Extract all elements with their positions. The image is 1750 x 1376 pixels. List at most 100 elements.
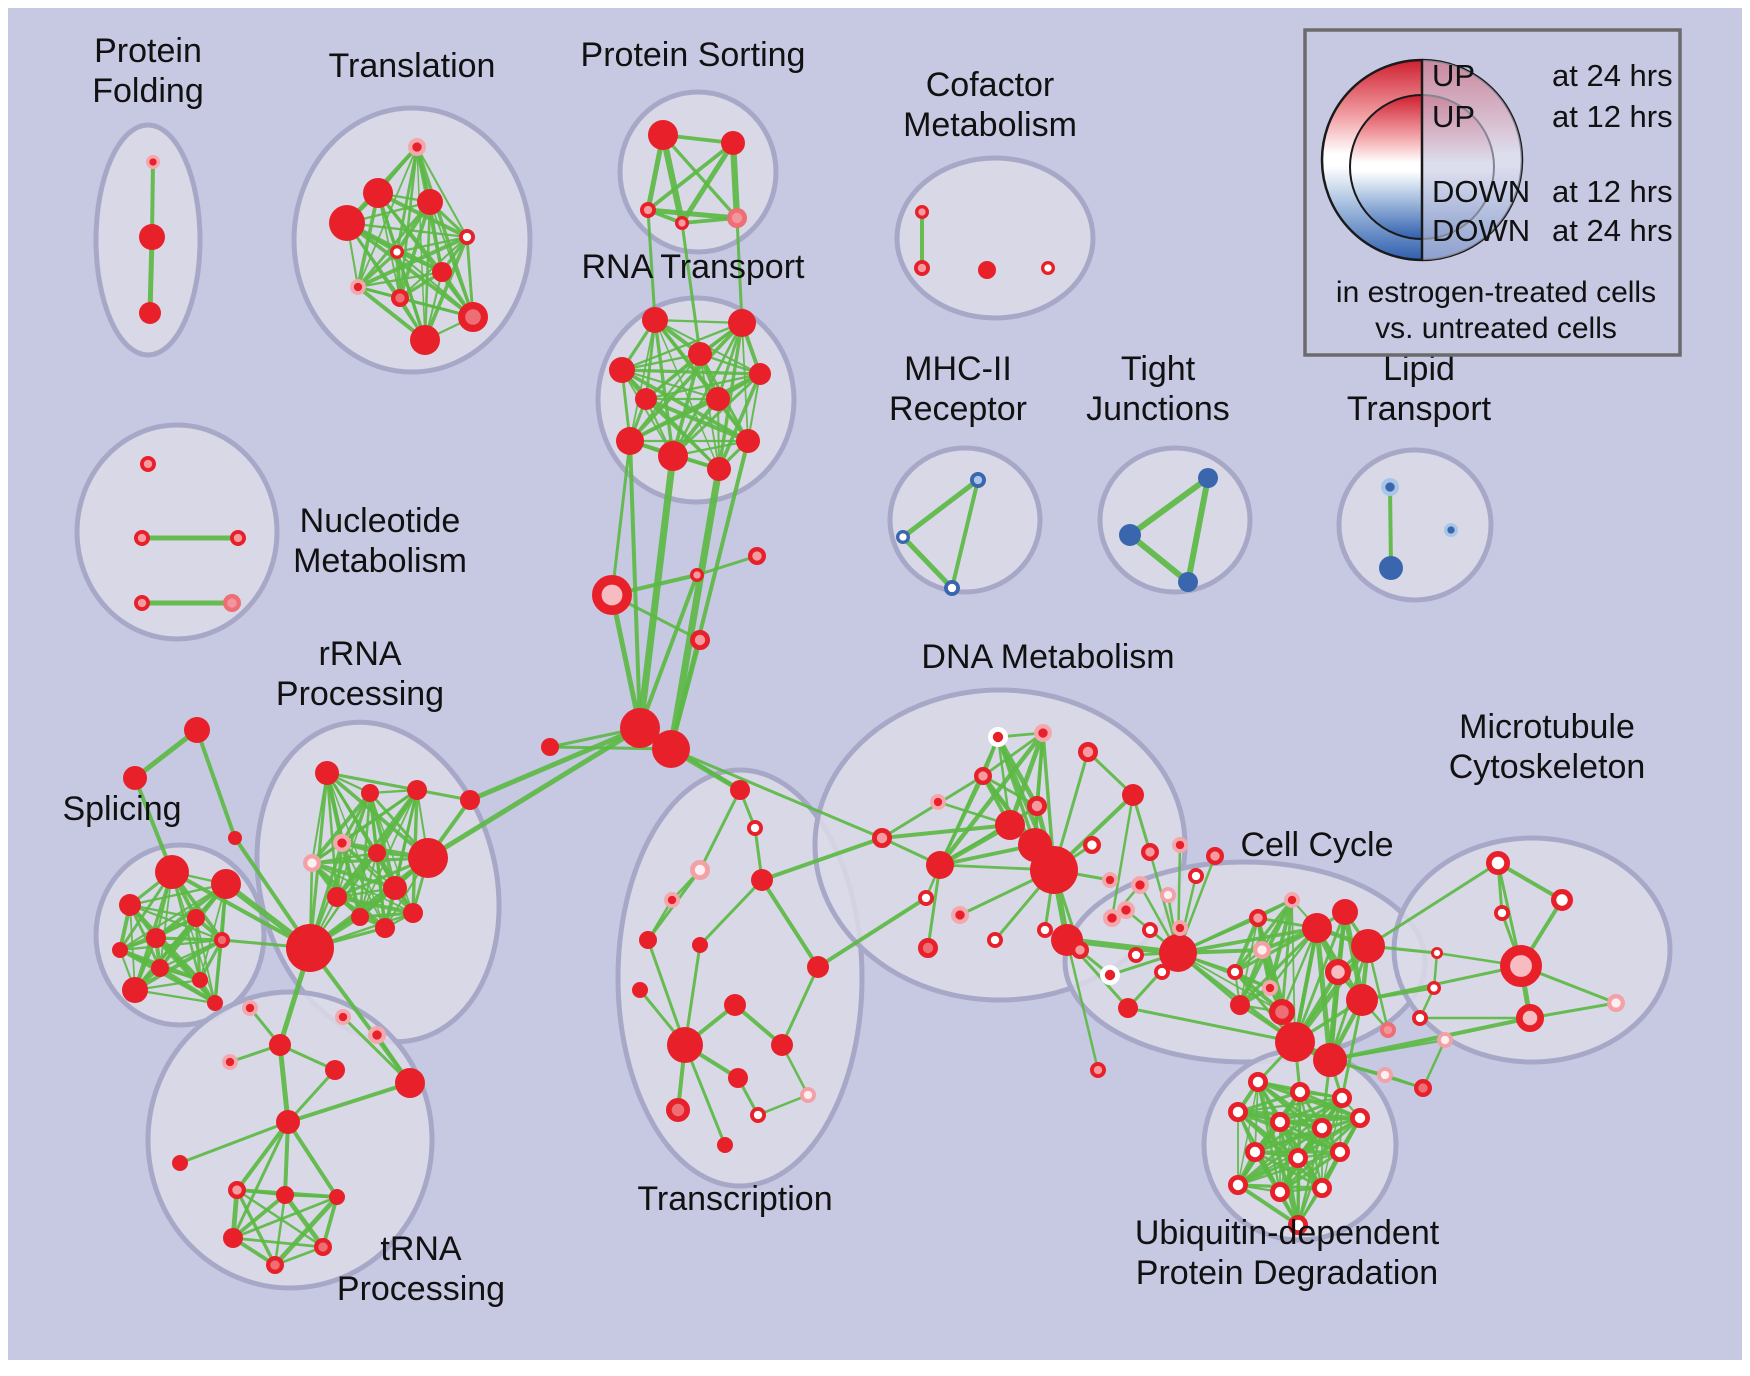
node-tx4 xyxy=(751,869,773,891)
node-cc20 xyxy=(1275,1022,1315,1062)
edge xyxy=(1233,898,1294,974)
node-tx2 xyxy=(746,819,763,836)
node-mt7 xyxy=(1412,1009,1429,1026)
edge xyxy=(395,235,469,254)
node-cc12 xyxy=(1117,900,1136,919)
node-dm1 xyxy=(988,727,1009,748)
edge xyxy=(231,1193,287,1240)
node-tg2 xyxy=(123,766,147,790)
edge xyxy=(1127,532,1191,585)
edge xyxy=(653,318,744,325)
edge xyxy=(653,318,675,458)
edge xyxy=(1293,910,1347,1044)
node-cc11 xyxy=(1131,875,1150,894)
edge xyxy=(1236,1156,1300,1187)
edge xyxy=(128,903,162,970)
edge xyxy=(900,477,981,540)
node-sp4 xyxy=(187,909,205,927)
edge xyxy=(273,1193,287,1267)
node-tr4 xyxy=(329,205,365,241)
edge xyxy=(900,534,955,591)
node-ccm4 xyxy=(1227,963,1244,980)
node-ub13 xyxy=(1312,1178,1333,1199)
node-tx1 xyxy=(730,780,750,800)
cluster-ubiquitin-dependent-protein-degradation-label: Protein Degradation xyxy=(1136,1254,1438,1292)
node-dm14 xyxy=(917,889,934,906)
legend-row-0-direction: UP xyxy=(1432,58,1475,93)
node-layer xyxy=(112,120,1626,1275)
node-tr1 xyxy=(408,138,427,157)
legend-row-2-direction: DOWN xyxy=(1432,174,1530,209)
node-nm1 xyxy=(139,456,156,473)
node-rr8 xyxy=(383,876,407,900)
node-hb5 xyxy=(620,708,660,748)
edge xyxy=(356,235,469,289)
node-hb1 xyxy=(689,567,704,582)
cluster-protein-sorting-label: Protein Sorting xyxy=(581,36,806,74)
cluster-cofactor-metabolism-label: Metabolism xyxy=(903,106,1077,144)
node-hb3 xyxy=(591,574,632,615)
edge xyxy=(398,200,432,300)
node-tn10 xyxy=(276,1186,294,1204)
node-rr5 xyxy=(303,853,322,872)
edge xyxy=(638,573,699,730)
edge xyxy=(308,946,412,1085)
edge xyxy=(128,903,224,942)
node-dm2 xyxy=(1034,723,1053,742)
node-rt4 xyxy=(688,342,712,366)
node-hb6 xyxy=(652,730,690,768)
edge xyxy=(644,397,721,471)
node-ccH xyxy=(1159,934,1197,972)
node-mh3 xyxy=(943,579,960,596)
node-dm7 xyxy=(1027,796,1048,817)
node-cc22 xyxy=(1118,998,1138,1018)
edge xyxy=(154,936,217,1005)
edge xyxy=(335,895,415,915)
node-rrH xyxy=(286,924,334,972)
edge xyxy=(128,882,228,907)
node-tx3 xyxy=(690,860,711,881)
node-mt6 xyxy=(1427,980,1442,995)
node-tx10 xyxy=(724,994,746,1016)
cluster-trna-processing-label: tRNA xyxy=(380,1230,462,1268)
edge xyxy=(671,352,702,458)
cluster-ubiquitin-dependent-protein-degradation-label: Ubiquitin-dependent xyxy=(1135,1214,1440,1252)
edge xyxy=(1496,861,1564,902)
edge xyxy=(937,730,1046,868)
node-ub11 xyxy=(1228,1175,1249,1196)
legend-row-3-time: at 24 hrs xyxy=(1552,213,1673,248)
node-nm5 xyxy=(223,593,242,612)
node-rt8 xyxy=(616,427,644,455)
edge xyxy=(1127,475,1211,538)
edge xyxy=(231,1120,290,1240)
edge xyxy=(1185,475,1211,585)
edge xyxy=(654,319,720,470)
node-lt1 xyxy=(1381,478,1400,497)
edge xyxy=(1253,1116,1362,1154)
node-mh2 xyxy=(895,529,910,544)
edge xyxy=(667,465,723,753)
node-hb7 xyxy=(541,738,559,756)
edge xyxy=(1253,1150,1324,1190)
edge xyxy=(356,250,399,289)
node-ub12 xyxy=(1270,1182,1291,1203)
edge xyxy=(1366,861,1500,948)
edge xyxy=(195,917,216,1004)
edge xyxy=(1278,1096,1344,1124)
node-ccm1 xyxy=(1249,908,1268,927)
node-cc1 xyxy=(1141,842,1160,861)
node-tr9 xyxy=(391,289,410,308)
node-tnH xyxy=(276,1110,300,1134)
cluster-microtubule-cytoskeleton-label: Microtubule xyxy=(1459,708,1635,746)
edge xyxy=(1238,926,1319,1007)
cluster-mhc-ii-receptor-ellipse xyxy=(887,445,1043,595)
edge xyxy=(1388,485,1393,570)
edge xyxy=(661,133,739,220)
node-mt12 xyxy=(1377,1067,1394,1084)
edge xyxy=(178,1120,290,1165)
node-tx8 xyxy=(692,937,708,953)
edge xyxy=(628,321,744,443)
node-ccm3 xyxy=(1253,940,1272,959)
